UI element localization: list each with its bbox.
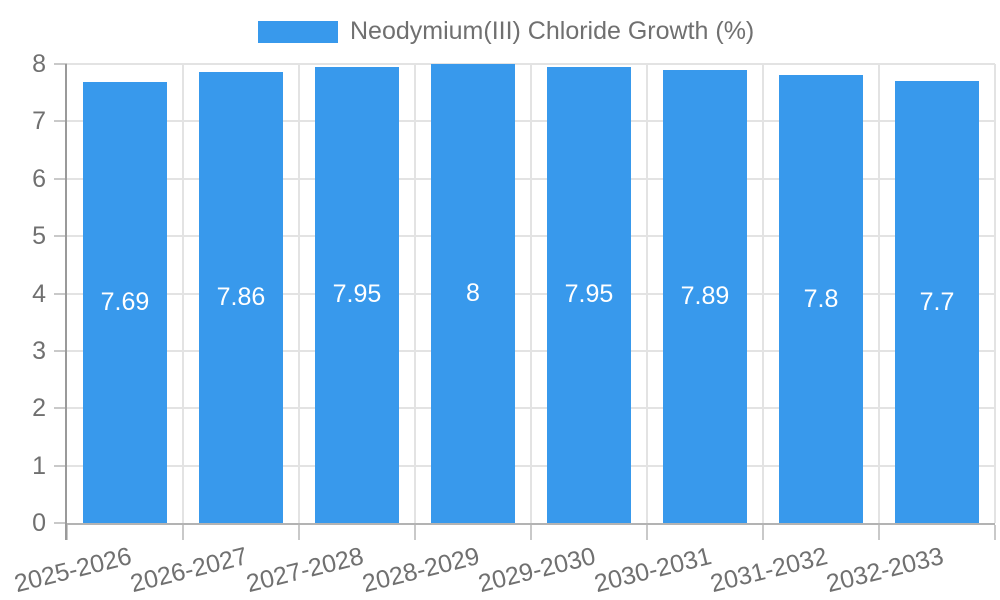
bar: 7.86 <box>199 72 283 523</box>
v-gridline <box>414 64 416 523</box>
v-gridline <box>530 64 532 523</box>
x-axis-label: 2030-2031 <box>591 542 715 599</box>
x-axis-label: 2031-2032 <box>707 542 831 599</box>
v-gridline <box>762 64 764 523</box>
legend-series-label: Neodymium(III) Chloride Growth (%) <box>350 17 755 45</box>
x-axis-tick <box>994 525 996 540</box>
x-axis-tick <box>182 525 184 540</box>
bar-value-label: 7.7 <box>919 287 955 316</box>
y-axis-line <box>65 64 67 540</box>
x-axis-tick <box>530 525 532 540</box>
y-axis-tick <box>54 235 67 238</box>
bar-value-label: 8 <box>466 279 480 307</box>
bar: 7.89 <box>663 70 747 523</box>
y-axis-label: 1 <box>32 451 46 480</box>
y-axis-tick <box>54 63 67 65</box>
bar: 7.7 <box>895 81 979 523</box>
y-axis-label: 8 <box>32 50 46 78</box>
x-axis-tick <box>298 525 300 540</box>
bar-value-label: 7.95 <box>332 280 382 309</box>
y-axis-label: 6 <box>32 164 46 193</box>
x-axis-tick <box>66 525 68 540</box>
bar-value-label: 7.8 <box>803 284 839 313</box>
bar: 7.8 <box>779 75 863 523</box>
x-axis-label: 2026-2027 <box>127 542 251 599</box>
bar: 7.95 <box>547 66 631 523</box>
bar: 7.95 <box>315 66 399 523</box>
v-gridline <box>994 64 996 523</box>
x-axis-label: 2029-2030 <box>475 542 599 599</box>
y-axis-label: 0 <box>32 509 46 537</box>
x-axis-tick <box>414 525 416 540</box>
x-axis-baseline <box>65 523 995 525</box>
bar-value-label: 7.86 <box>216 283 266 311</box>
legend: Neodymium(III) Chloride Growth (%) <box>0 0 1000 52</box>
bar: 8 <box>431 64 515 523</box>
y-axis-tick <box>54 407 67 410</box>
y-axis-label: 2 <box>32 394 46 423</box>
x-axis-label: 2025-2026 <box>11 542 135 599</box>
bar-value-label: 7.69 <box>100 287 150 316</box>
y-axis-label: 7 <box>32 107 46 136</box>
v-gridline <box>646 64 648 523</box>
x-axis-label: 2028-2029 <box>359 542 483 599</box>
legend-color-swatch <box>258 21 338 43</box>
bar-value-label: 7.89 <box>680 282 730 311</box>
x-axis-label: 2027-2028 <box>243 542 367 599</box>
v-gridline <box>878 64 880 523</box>
bar: 7.69 <box>83 81 167 523</box>
y-axis-label: 3 <box>32 336 46 365</box>
v-gridline <box>298 64 300 523</box>
v-gridline <box>182 64 184 523</box>
y-axis-tick <box>54 464 67 467</box>
y-axis-tick <box>54 120 67 123</box>
y-axis-tick <box>54 522 67 524</box>
y-axis-label: 5 <box>32 222 46 251</box>
y-axis-tick <box>54 349 67 352</box>
y-axis-tick <box>54 177 67 180</box>
x-axis-tick <box>646 525 648 540</box>
x-axis-tick <box>878 525 880 540</box>
y-axis-tick <box>54 292 67 295</box>
bar-value-label: 7.95 <box>564 280 614 309</box>
x-axis-tick <box>762 525 764 540</box>
x-axis-label: 2032-2033 <box>823 542 947 599</box>
y-axis-label: 4 <box>32 279 46 308</box>
